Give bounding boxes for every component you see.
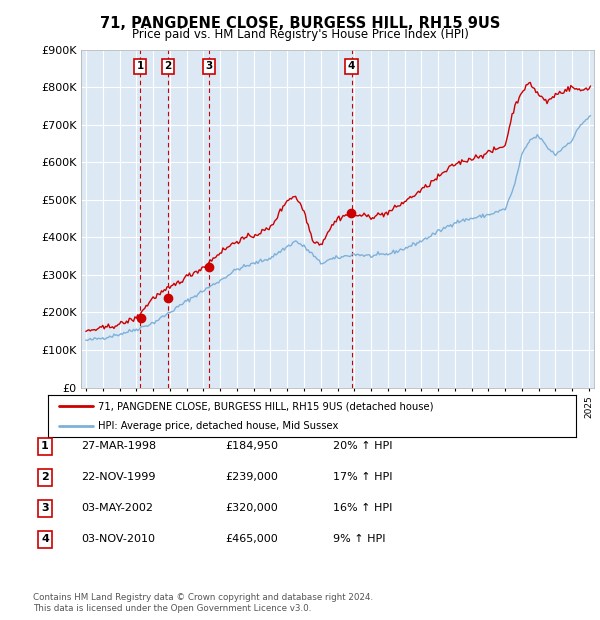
Text: £239,000: £239,000 <box>225 472 278 482</box>
Text: 17% ↑ HPI: 17% ↑ HPI <box>333 472 392 482</box>
Text: £320,000: £320,000 <box>225 503 278 513</box>
Text: 03-NOV-2010: 03-NOV-2010 <box>81 534 155 544</box>
Text: 71, PANGDENE CLOSE, BURGESS HILL, RH15 9US (detached house): 71, PANGDENE CLOSE, BURGESS HILL, RH15 9… <box>98 401 434 411</box>
Text: 4: 4 <box>348 61 355 71</box>
Text: 1: 1 <box>41 441 49 451</box>
Text: Price paid vs. HM Land Registry's House Price Index (HPI): Price paid vs. HM Land Registry's House … <box>131 28 469 41</box>
Text: 03-MAY-2002: 03-MAY-2002 <box>81 503 153 513</box>
Text: 27-MAR-1998: 27-MAR-1998 <box>81 441 156 451</box>
Text: 2: 2 <box>164 61 172 71</box>
Text: 22-NOV-1999: 22-NOV-1999 <box>81 472 155 482</box>
Text: 71, PANGDENE CLOSE, BURGESS HILL, RH15 9US: 71, PANGDENE CLOSE, BURGESS HILL, RH15 9… <box>100 16 500 30</box>
Text: 20% ↑ HPI: 20% ↑ HPI <box>333 441 392 451</box>
Text: 4: 4 <box>41 534 49 544</box>
Text: Contains HM Land Registry data © Crown copyright and database right 2024.
This d: Contains HM Land Registry data © Crown c… <box>33 593 373 613</box>
Text: 16% ↑ HPI: 16% ↑ HPI <box>333 503 392 513</box>
Text: £184,950: £184,950 <box>225 441 278 451</box>
Text: £465,000: £465,000 <box>225 534 278 544</box>
Text: 2: 2 <box>41 472 49 482</box>
Text: 9% ↑ HPI: 9% ↑ HPI <box>333 534 386 544</box>
Text: 1: 1 <box>136 61 143 71</box>
Text: 3: 3 <box>205 61 212 71</box>
Text: HPI: Average price, detached house, Mid Sussex: HPI: Average price, detached house, Mid … <box>98 421 338 431</box>
Text: 3: 3 <box>41 503 49 513</box>
